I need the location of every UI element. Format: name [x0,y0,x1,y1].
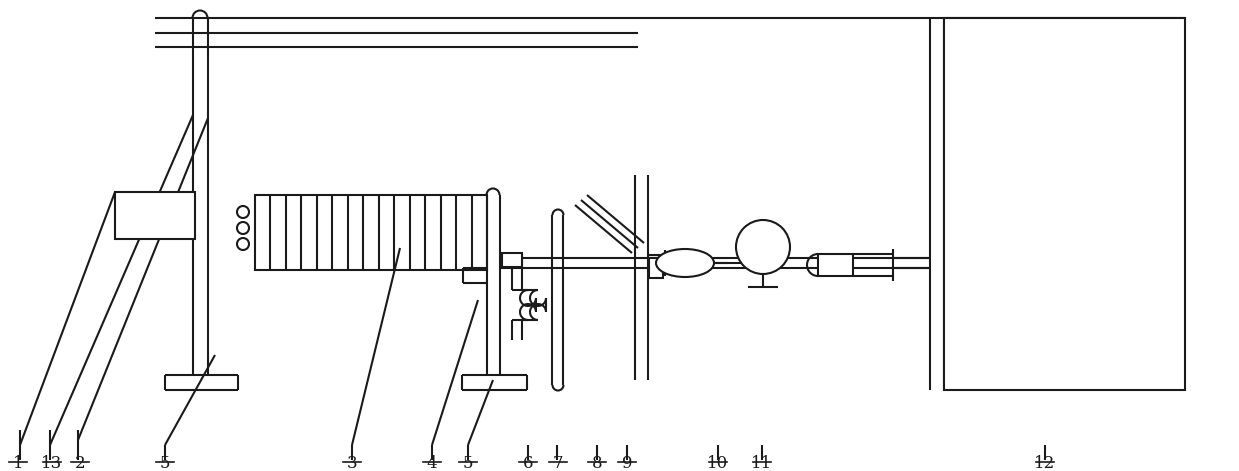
Circle shape [237,238,249,250]
Text: 8: 8 [592,455,602,471]
Text: 9: 9 [622,455,632,471]
Bar [255,195,487,270]
Bar [649,258,663,278]
Text: 5: 5 [160,455,170,471]
Text: 2: 2 [74,455,85,471]
Circle shape [736,220,790,274]
Bar [502,253,522,267]
Text: 3: 3 [347,455,357,471]
Text: 4: 4 [426,455,437,471]
Text: 11: 11 [751,455,773,471]
Circle shape [237,206,249,218]
Text: 13: 13 [41,455,63,471]
Text: 10: 10 [707,455,729,471]
Text: 12: 12 [1035,455,1056,471]
Bar [115,192,195,239]
Bar [944,18,1184,390]
Bar [818,254,852,276]
Text: 1: 1 [12,455,24,471]
Circle shape [237,222,249,234]
Text: 6: 6 [523,455,533,471]
Text: 7: 7 [553,455,564,471]
Text: 5: 5 [462,455,473,471]
Ellipse shape [655,249,714,277]
